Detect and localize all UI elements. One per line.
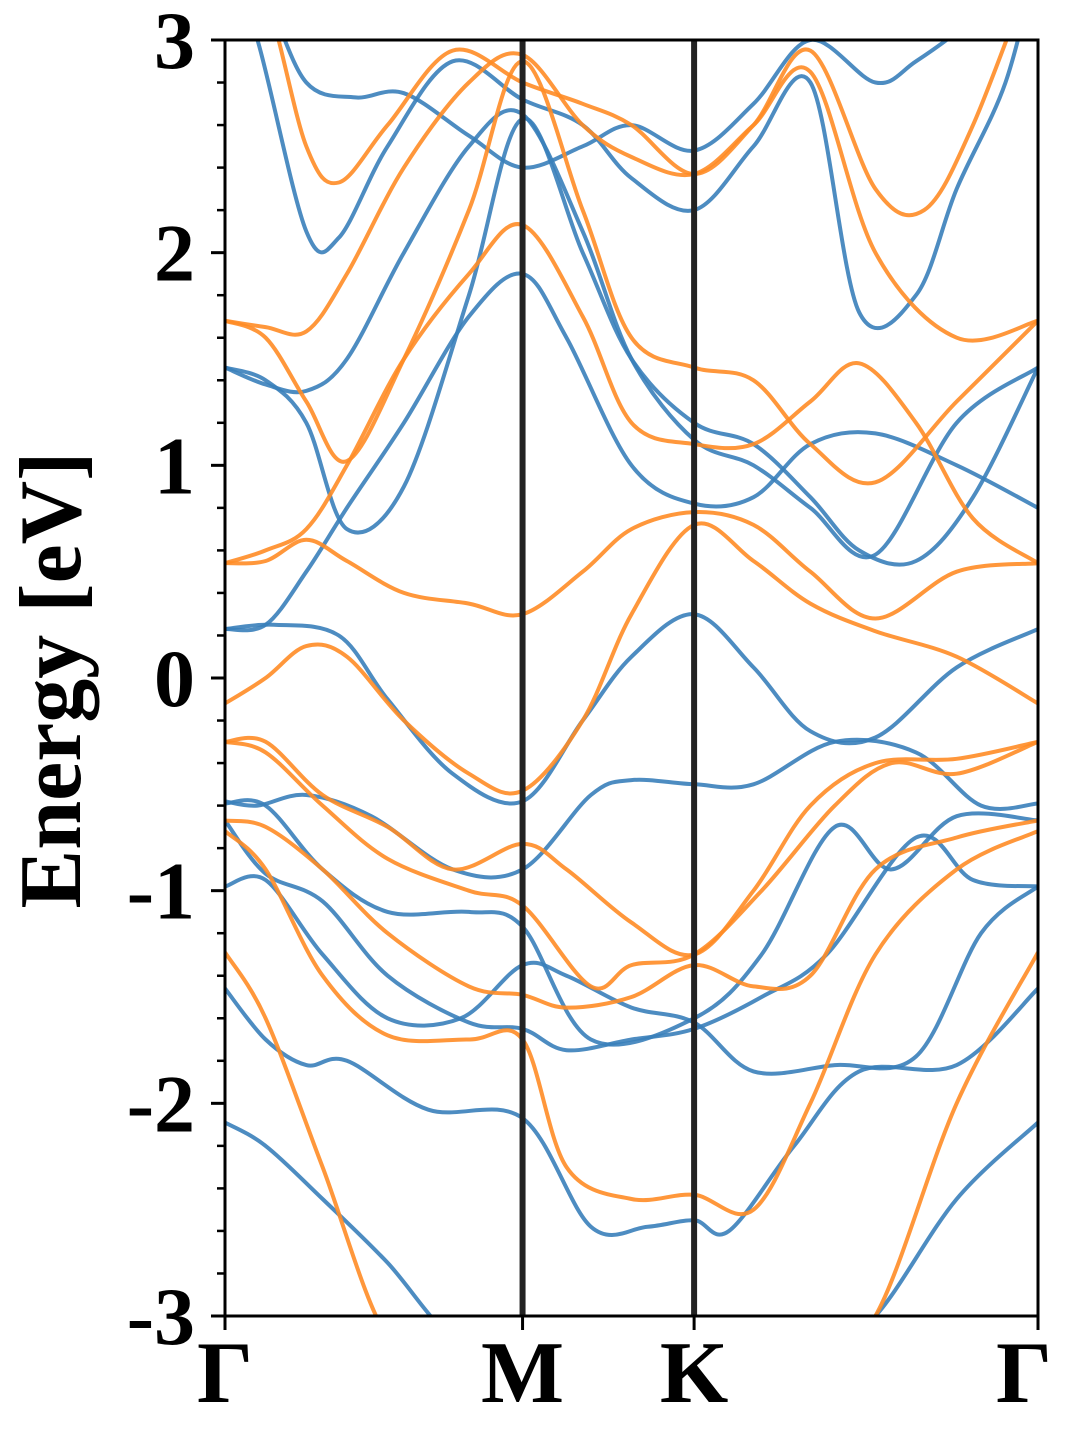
orange-band-line-14 xyxy=(225,818,1038,1010)
orange-band-line-13 xyxy=(225,829,1038,1217)
x-tick-label-2: K xyxy=(660,1325,728,1422)
y-tick-label: 0 xyxy=(154,633,195,724)
orange-band-line-22 xyxy=(276,40,1009,218)
blue-band-line-9 xyxy=(225,108,1038,560)
orange-band-line-16 xyxy=(225,735,1038,958)
orange-band-line-19 xyxy=(225,222,1038,566)
y-axis-ticks: -3 -2 -1 0 1 2 3 xyxy=(127,0,225,1362)
y-tick-label: -2 xyxy=(127,1058,195,1149)
y-tick-label: 3 xyxy=(154,0,195,86)
blue-band-line-8 xyxy=(225,116,1038,567)
y-tick-label: 2 xyxy=(154,208,195,299)
blue-band-line-10 xyxy=(255,40,1020,330)
blue-band-line-1 xyxy=(225,987,1038,1237)
y-tick-label: -1 xyxy=(127,846,195,937)
blue-band-line-7 xyxy=(225,271,1038,633)
high-symmetry-lines xyxy=(519,40,698,1316)
x-tick-label-0: Γ xyxy=(197,1325,253,1422)
band-lines xyxy=(225,40,1038,1316)
y-axis-label: Energy [eV] xyxy=(3,452,100,909)
blue-band-line-6 xyxy=(225,612,1038,806)
orange-band-line-15 xyxy=(225,739,1038,991)
x-tick-label-3: Γ xyxy=(996,1325,1052,1422)
orange-band-line-17 xyxy=(225,521,1038,796)
blue-band-line-11 xyxy=(282,40,950,170)
orange-band-line-18 xyxy=(225,510,1038,621)
x-tick-label-1: M xyxy=(481,1325,564,1422)
plot-frame xyxy=(223,38,1040,1318)
orange-band-line-12 xyxy=(225,951,1038,1316)
y-tick-label: 1 xyxy=(154,420,195,511)
orange-band-line-20 xyxy=(225,59,1038,486)
orange-band-line-21 xyxy=(225,51,1038,343)
y-tick-label: -3 xyxy=(127,1271,195,1362)
